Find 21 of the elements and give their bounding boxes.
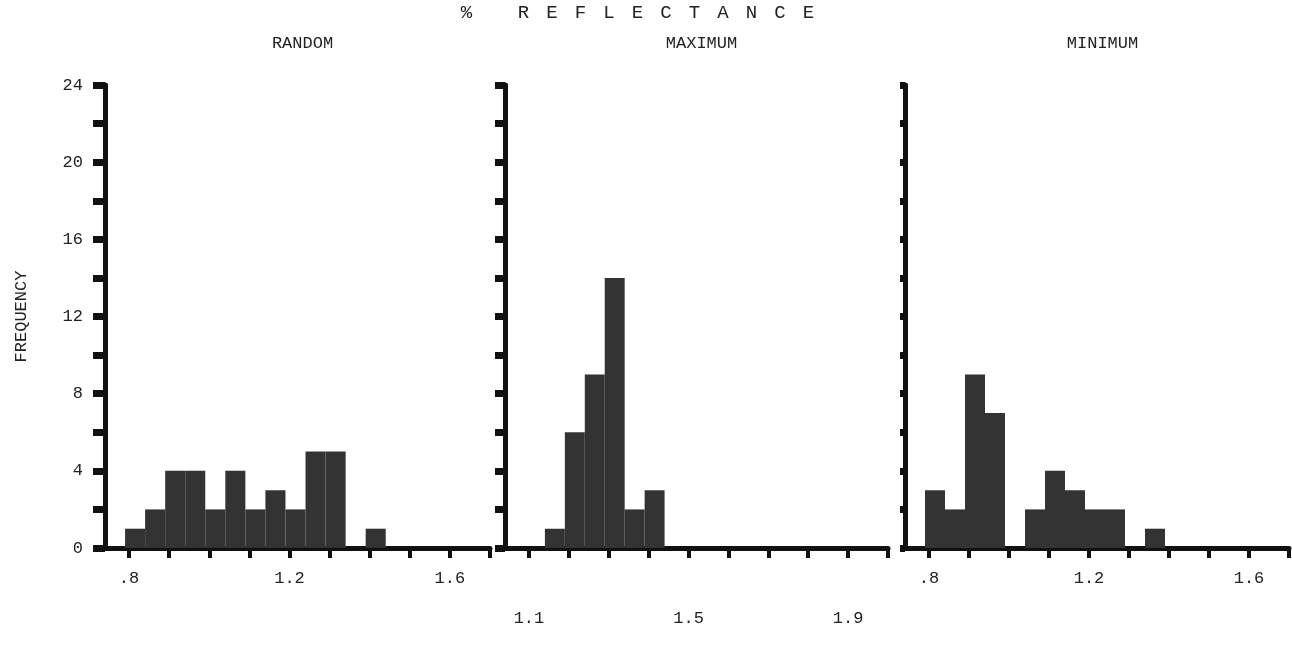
y-tick-label: 8 <box>72 384 83 404</box>
y-tick-label: 16 <box>62 229 83 249</box>
x-tick-label: 1.5 <box>673 609 704 628</box>
x-tick-label: 1.6 <box>434 569 466 588</box>
x-tick-label: 1.2 <box>1073 569 1105 588</box>
x-tick-label: 1.1 <box>513 609 545 628</box>
x-tick-label: 1.9 <box>832 609 864 628</box>
x-tick-label: 1.2 <box>274 569 305 588</box>
y-tick-label: 20 <box>62 152 83 172</box>
y-tick-label: 4 <box>72 461 83 481</box>
y-tick-label: 0 <box>72 538 83 558</box>
x-tick-label: .8 <box>918 569 940 588</box>
y-tick-label: 12 <box>62 307 83 326</box>
chart-subtitle: MAXIMUM <box>665 34 738 53</box>
chart-subtitle: MINIMUM <box>1066 34 1139 53</box>
x-tick-label: .8 <box>118 569 140 588</box>
x-tick-label: 1.6 <box>1233 569 1265 588</box>
text: % REFLECTANCE <box>460 2 832 24</box>
y-axis-title: FREQUENCY <box>12 270 31 363</box>
chart-subtitle: RANDOM <box>271 34 334 53</box>
y-tick-label: 24 <box>62 75 83 95</box>
